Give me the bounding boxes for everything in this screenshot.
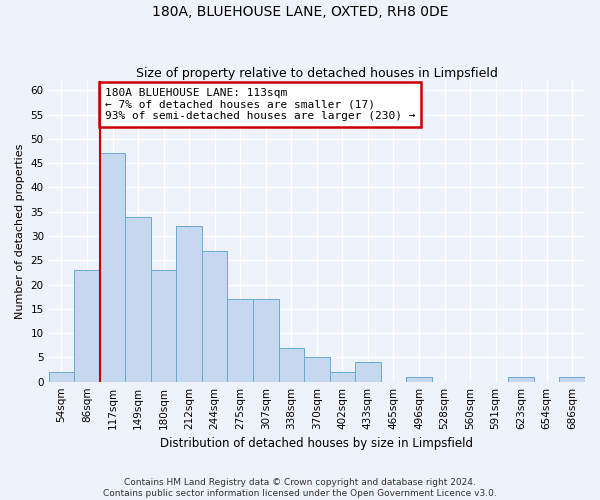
Y-axis label: Number of detached properties: Number of detached properties [15,144,25,319]
Bar [508,377,534,382]
Bar [406,377,432,382]
Bar [74,270,100,382]
Bar [329,372,355,382]
Title: Size of property relative to detached houses in Limpsfield: Size of property relative to detached ho… [136,66,498,80]
Bar [253,299,278,382]
Bar [49,372,74,382]
Bar [176,226,202,382]
Text: 180A BLUEHOUSE LANE: 113sqm
← 7% of detached houses are smaller (17)
93% of semi: 180A BLUEHOUSE LANE: 113sqm ← 7% of deta… [105,88,415,121]
Bar [278,348,304,382]
Text: 180A, BLUEHOUSE LANE, OXTED, RH8 0DE: 180A, BLUEHOUSE LANE, OXTED, RH8 0DE [152,5,448,19]
Bar [304,358,329,382]
Bar [151,270,176,382]
Text: Contains HM Land Registry data © Crown copyright and database right 2024.
Contai: Contains HM Land Registry data © Crown c… [103,478,497,498]
Bar [125,216,151,382]
Bar [100,154,125,382]
Bar [227,299,253,382]
X-axis label: Distribution of detached houses by size in Limpsfield: Distribution of detached houses by size … [160,437,473,450]
Bar [202,250,227,382]
Bar [355,362,380,382]
Bar [559,377,585,382]
